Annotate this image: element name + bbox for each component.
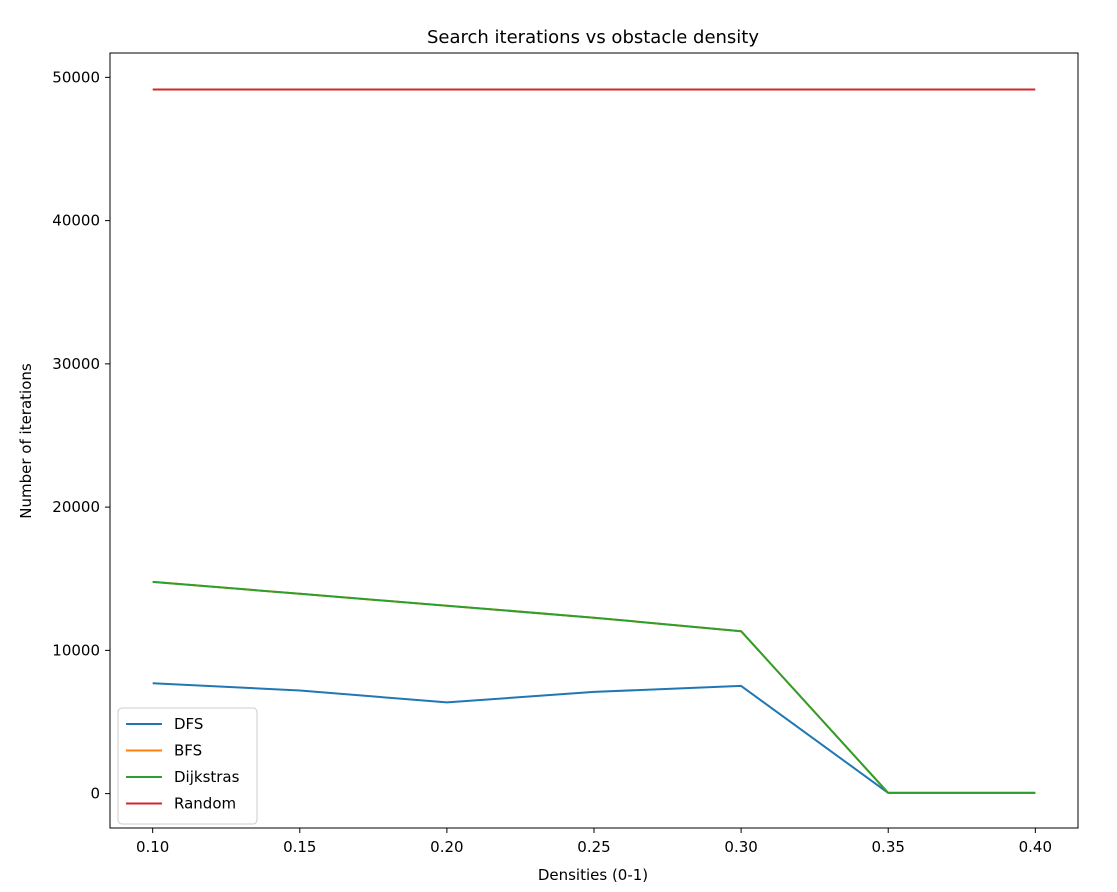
legend-label-dfs: DFS bbox=[174, 715, 203, 733]
series-line-dijkstras bbox=[152, 580, 1036, 794]
y-axis-label: Number of iterations bbox=[17, 363, 35, 519]
y-tick-label: 40000 bbox=[52, 212, 100, 230]
x-axis-ticks: 0.10 0.15 0.20 0.25 0.30 0.35 0.40 bbox=[136, 828, 1052, 856]
legend-box bbox=[117, 707, 258, 825]
legend-label-random: Random bbox=[174, 795, 236, 813]
y-tick-label: 10000 bbox=[52, 641, 100, 659]
y-tick-label: 20000 bbox=[52, 498, 100, 516]
legend-label-dijkstras: Dijkstras bbox=[174, 768, 240, 786]
x-tick-label: 0.15 bbox=[283, 838, 316, 856]
x-axis-label: Densities (0-1) bbox=[538, 866, 648, 884]
chart-title: Search iterations vs obstacle density bbox=[427, 27, 759, 48]
y-tick-label: 0 bbox=[90, 785, 100, 803]
y-axis-ticks: 0 10000 20000 30000 40000 50000 bbox=[52, 68, 110, 803]
series-line-dfs bbox=[152, 682, 1036, 794]
x-tick-label: 0.25 bbox=[577, 838, 610, 856]
x-tick-label: 0.20 bbox=[430, 838, 463, 856]
x-tick-label: 0.35 bbox=[872, 838, 905, 856]
x-tick-label: 0.40 bbox=[1019, 838, 1052, 856]
legend: DFS BFS Dijkstras Random bbox=[117, 707, 258, 825]
y-tick-label: 30000 bbox=[52, 355, 100, 373]
legend-label-bfs: BFS bbox=[174, 742, 202, 760]
x-tick-label: 0.10 bbox=[136, 838, 169, 856]
plot-lines bbox=[152, 88, 1036, 794]
series-line-bfs bbox=[152, 580, 1036, 794]
x-tick-label: 0.30 bbox=[724, 838, 757, 856]
y-tick-label: 50000 bbox=[52, 68, 100, 86]
